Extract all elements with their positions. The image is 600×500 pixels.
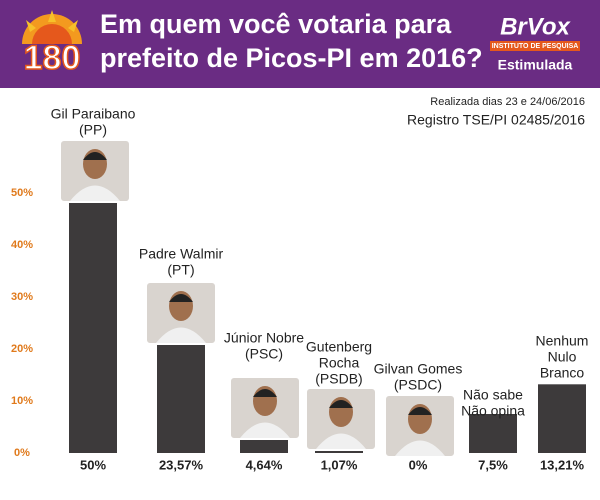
category-label: (PT) bbox=[167, 262, 194, 278]
category-label: (PSDC) bbox=[394, 377, 442, 393]
photo-hair bbox=[169, 294, 193, 302]
category-label: Júnior Nobre bbox=[224, 330, 304, 346]
photo-body bbox=[70, 185, 120, 201]
photo-hair bbox=[83, 152, 107, 160]
category-label: Branco bbox=[540, 365, 585, 381]
brand-sub-bg bbox=[490, 41, 580, 51]
category-label: Rocha bbox=[319, 355, 360, 371]
logo-text: 180 bbox=[24, 39, 81, 77]
title-line: prefeito de Picos-PI em 2016? bbox=[100, 43, 483, 73]
value-label: 4,64% bbox=[246, 457, 283, 472]
note: Realizada dias 23 e 24/06/2016 bbox=[430, 96, 585, 108]
candidate-photo bbox=[145, 281, 217, 345]
photo-hair bbox=[329, 400, 353, 408]
category-label: Não sabe bbox=[463, 387, 523, 403]
category-label: Não opina bbox=[461, 403, 525, 419]
category-label: (PSC) bbox=[245, 346, 283, 362]
category-label: Nulo bbox=[548, 349, 577, 365]
value-label: 13,21% bbox=[540, 457, 585, 472]
photo-hair bbox=[253, 389, 277, 397]
y-tick-label: 20% bbox=[11, 343, 33, 355]
value-label: 7,5% bbox=[478, 457, 508, 472]
value-label: 23,57% bbox=[159, 457, 204, 472]
logo: 180 bbox=[22, 10, 82, 78]
brand-sub: INSTITUTO DE PESQUISA bbox=[492, 43, 579, 50]
category-label: Gil Paraibano bbox=[51, 106, 136, 122]
y-tick-label: 10% bbox=[11, 395, 33, 407]
y-tick-label: 40% bbox=[11, 239, 33, 251]
photo-body bbox=[156, 327, 206, 343]
bar bbox=[69, 193, 117, 453]
brand: BrVox bbox=[500, 13, 571, 40]
subtitle: Estimulada bbox=[498, 57, 573, 73]
candidate-photo bbox=[59, 139, 131, 203]
photo-body bbox=[316, 433, 366, 449]
value-label: 50% bbox=[80, 457, 106, 472]
category-label: (PSDB) bbox=[315, 371, 362, 387]
category-label: Gutenberg bbox=[306, 339, 372, 355]
category-label: Gilvan Gomes bbox=[374, 361, 463, 377]
value-label: 0% bbox=[409, 457, 428, 472]
category-label: Padre Walmir bbox=[139, 246, 224, 262]
y-tick-label: 50% bbox=[11, 187, 33, 199]
candidate-photo bbox=[305, 387, 377, 451]
candidate-photo bbox=[229, 376, 301, 440]
category-label: Nenhum bbox=[536, 333, 589, 349]
value-label: 1,07% bbox=[321, 457, 358, 472]
photo-body bbox=[240, 422, 290, 438]
photo-hair bbox=[408, 407, 432, 415]
bar bbox=[157, 330, 205, 453]
note: Registro TSE/PI 02485/2016 bbox=[407, 112, 585, 128]
y-tick-label: 0% bbox=[14, 447, 30, 459]
title-line: Em quem você votaria para bbox=[100, 9, 452, 39]
bar bbox=[538, 384, 586, 453]
y-tick-label: 30% bbox=[11, 291, 33, 303]
candidate-photo bbox=[384, 394, 456, 458]
photo-body bbox=[395, 440, 445, 456]
category-label: (PP) bbox=[79, 122, 107, 138]
bar bbox=[469, 414, 517, 453]
